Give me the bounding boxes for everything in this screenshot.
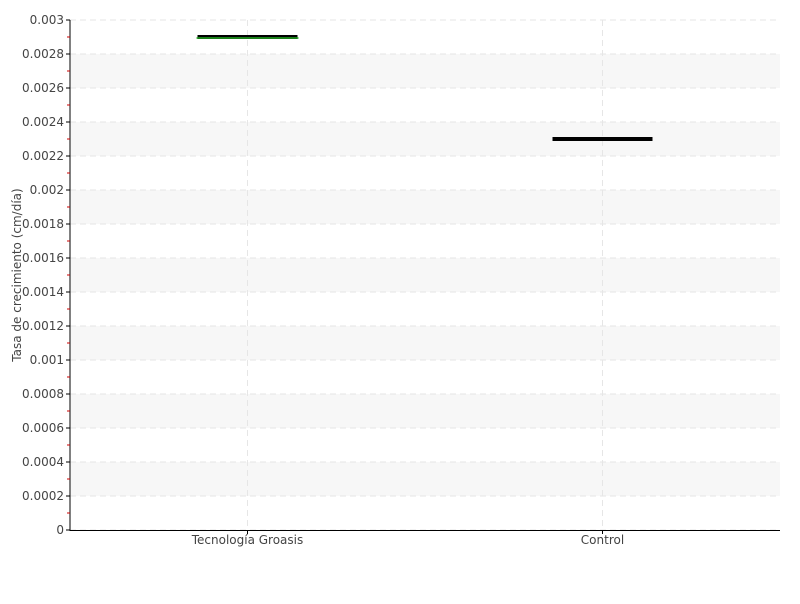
grid-band [71, 54, 780, 88]
grid-band [71, 462, 780, 496]
y-tick-label: 0.0024 [22, 115, 64, 129]
y-tick-label: 0.0012 [22, 319, 64, 333]
y-tick-label: 0.0028 [22, 47, 64, 61]
grid-band [71, 258, 780, 292]
box-0 [197, 35, 298, 39]
y-tick-label: 0.0018 [22, 217, 64, 231]
y-tick-label: 0.0008 [22, 387, 64, 401]
x-tick-label: Tecnología Groasis [191, 533, 304, 547]
y-tick-label: 0 [56, 523, 64, 537]
y-tick-label: 0.0022 [22, 149, 64, 163]
y-tick-label: 0.0016 [22, 251, 64, 265]
y-tick-label: 0.0002 [22, 489, 64, 503]
y-axis-label: Tasa de crecimiento (cm/día) [10, 188, 24, 362]
grid-band [71, 326, 780, 360]
y-tick-label: 0.0004 [22, 455, 64, 469]
grid-band [71, 122, 780, 156]
y-tick-label: 0.002 [30, 183, 64, 197]
x-tick-label: Control [581, 533, 624, 547]
y-tick-label: 0.003 [30, 13, 64, 27]
y-tick-label: 0.0014 [22, 285, 64, 299]
grid-band [71, 190, 780, 224]
box-1 [552, 137, 653, 141]
y-tick-label: 0.0006 [22, 421, 64, 435]
y-tick-label: 0.001 [30, 353, 64, 367]
y-tick-label: 0.0026 [22, 81, 64, 95]
grid-band [71, 394, 780, 428]
